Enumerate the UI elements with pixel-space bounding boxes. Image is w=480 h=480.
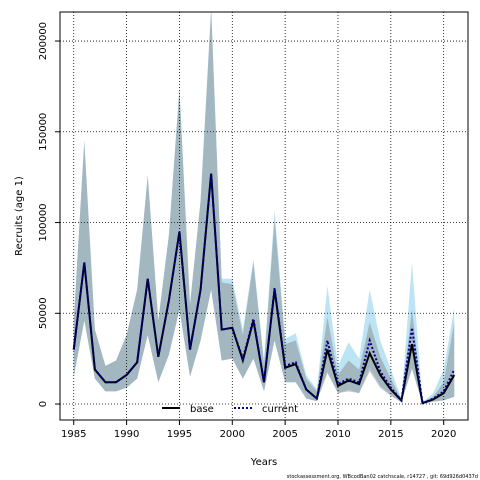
y-tick-label: 100000 [38, 203, 49, 241]
y-tick-label: 200000 [38, 22, 49, 60]
x-axis-label: Years [250, 457, 277, 468]
x-tick-label: 2010 [325, 429, 350, 440]
x-tick-label: 1990 [114, 429, 139, 440]
x-tick-label: 2020 [431, 429, 456, 440]
y-tick-label: 50000 [38, 297, 49, 329]
legend-label: base [190, 404, 214, 415]
series-line [72, 173, 456, 405]
x-tick-label: 2005 [272, 429, 297, 440]
footnote: stockassessment.org, WBcodBan02 catchsca… [287, 474, 478, 480]
x-tick-label: 1985 [61, 429, 86, 440]
y-tick-label: 150000 [38, 113, 49, 151]
x-tick-label: 1995 [167, 429, 192, 440]
x-tick-label: 2000 [220, 429, 245, 440]
y-axis-label: Recruits (age 1) [14, 176, 25, 256]
plot-frame [59, 11, 469, 421]
y-tick-label: 0 [38, 401, 49, 407]
legend-label: current [262, 404, 298, 415]
x-tick-label: 2015 [378, 429, 403, 440]
